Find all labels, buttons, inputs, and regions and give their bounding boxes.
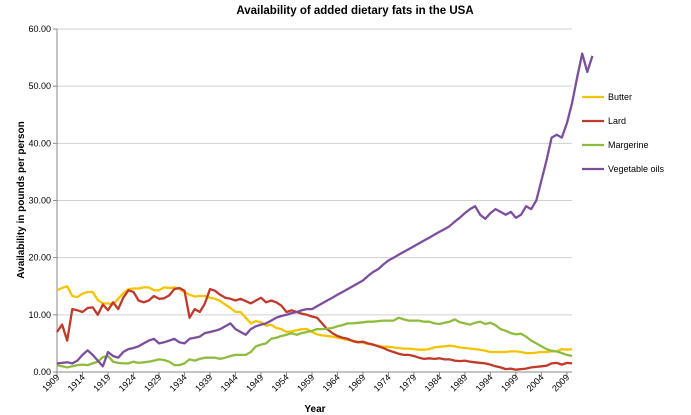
x-tick-label: 1944 <box>219 372 240 393</box>
x-tick-label: 1974 <box>372 372 393 393</box>
x-tick-label: 1989 <box>448 372 469 393</box>
x-tick-label: 1979 <box>397 372 418 393</box>
x-tick-label: 1964 <box>321 372 342 393</box>
x-tick-label: 1959 <box>295 372 316 393</box>
y-tick-label: 40.00 <box>28 138 51 148</box>
x-tick-label: 1999 <box>499 372 520 393</box>
chart-title: Availability of added dietary fats in th… <box>236 5 473 17</box>
x-tick-label: 2004 <box>525 372 546 393</box>
x-tick-label: 1994 <box>474 372 495 393</box>
x-tick-label: 1914 <box>66 372 87 393</box>
x-tick-label: 1939 <box>193 372 214 393</box>
x-tick-label: 1984 <box>423 372 444 393</box>
x-tick-label: 1924 <box>117 372 138 393</box>
x-tick-label: 1949 <box>244 372 265 393</box>
x-tick-label: 1919 <box>91 372 112 393</box>
y-tick-label: 50.00 <box>28 81 51 91</box>
series-line-vegetable-oils <box>56 52 594 368</box>
y-tick-label: 60.00 <box>28 24 51 34</box>
x-tick-label: 1934 <box>168 372 189 393</box>
gridlines <box>57 28 572 316</box>
y-axis-label: Availability in pounds per person <box>16 121 27 278</box>
legend-label-vegetable-oils: Vegetable oils <box>608 164 665 174</box>
y-tick-label: 0.00 <box>33 367 51 377</box>
y-tick-label: 30.00 <box>28 196 51 206</box>
legend-label-lard: Lard <box>608 116 626 126</box>
series-line-margerine <box>56 316 573 369</box>
legend-label-margerine: Margerine <box>608 140 649 150</box>
series-lines <box>56 52 594 371</box>
series-line-butter <box>56 285 573 355</box>
legend: Butter Lard Margerine Vegetable oils <box>582 92 665 174</box>
y-axis-ticks: 0.00 10.00 20.00 30.00 40.00 50.00 60.00 <box>28 24 57 377</box>
x-tick-label: 1929 <box>142 372 163 393</box>
y-tick-label: 10.00 <box>28 310 51 320</box>
legend-label-butter: Butter <box>608 92 632 102</box>
y-tick-label: 20.00 <box>28 253 51 263</box>
x-axis-ticks: 1909 1914 1919 1924 1929 1934 1939 1944 1949 1954… <box>40 372 571 394</box>
x-tick-label: 1969 <box>346 372 367 393</box>
series-line-lard <box>56 286 573 371</box>
x-tick-label: 1954 <box>270 372 291 393</box>
x-tick-label: 2009 <box>550 372 571 393</box>
x-axis-label: Year <box>304 404 325 415</box>
